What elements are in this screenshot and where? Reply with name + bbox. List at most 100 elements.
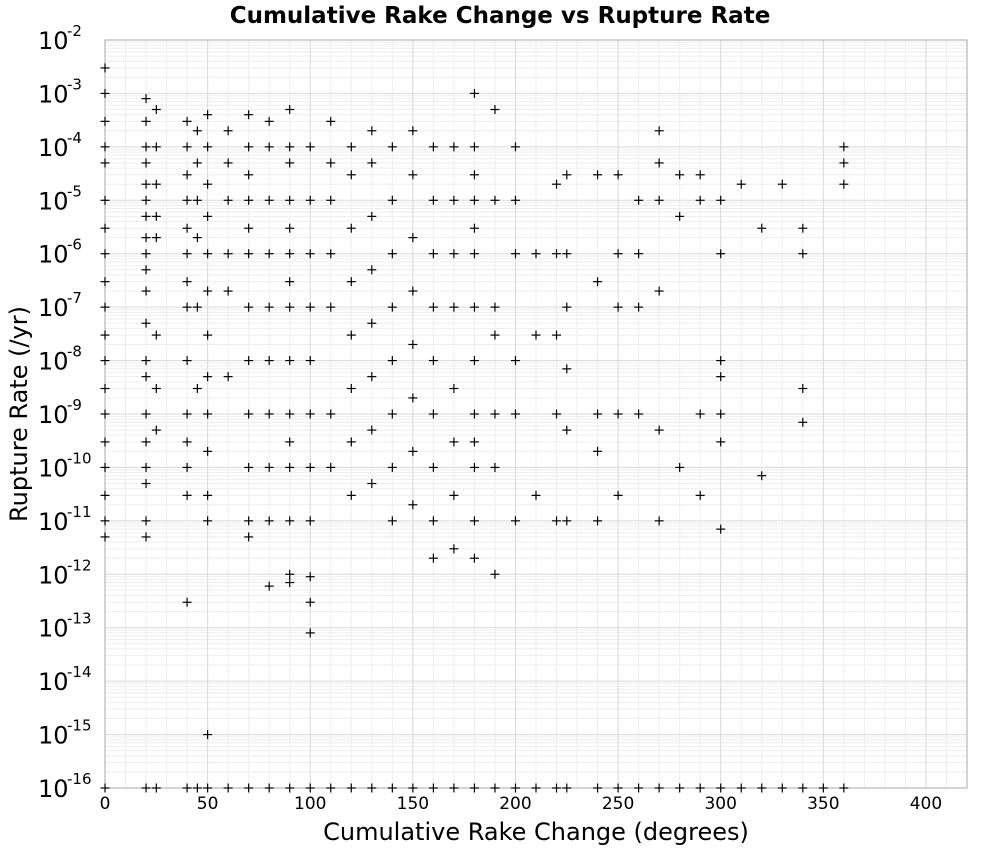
data-point xyxy=(428,783,438,793)
data-point xyxy=(305,462,315,472)
data-point xyxy=(367,318,377,328)
data-point xyxy=(346,142,356,152)
data-point xyxy=(449,195,459,205)
data-point xyxy=(634,783,644,793)
data-point xyxy=(736,783,746,793)
data-point xyxy=(182,223,192,233)
data-point xyxy=(562,516,572,526)
x-tick-label: 50 xyxy=(197,794,219,814)
y-tick-base: 10 xyxy=(38,80,69,108)
y-tick-label: 10-12 xyxy=(38,556,92,589)
data-point xyxy=(449,783,459,793)
data-point xyxy=(285,223,295,233)
data-point xyxy=(203,730,213,740)
data-point xyxy=(387,195,397,205)
data-point xyxy=(490,330,500,340)
data-point xyxy=(552,179,562,189)
data-point xyxy=(531,249,541,259)
data-point xyxy=(141,94,151,104)
data-point xyxy=(449,142,459,152)
y-tick-label: 10-8 xyxy=(38,343,82,376)
data-point xyxy=(264,462,274,472)
data-point xyxy=(593,170,603,180)
data-point xyxy=(100,142,110,152)
data-point xyxy=(346,437,356,447)
data-point xyxy=(634,302,644,312)
data-point xyxy=(408,286,418,296)
data-point xyxy=(510,409,520,419)
data-point xyxy=(387,783,397,793)
data-point xyxy=(203,783,213,793)
y-tick-exponent: -14 xyxy=(67,663,92,681)
y-tick-exponent: -15 xyxy=(67,717,92,735)
data-point xyxy=(562,170,572,180)
data-point xyxy=(203,409,213,419)
y-tick-exponent: -9 xyxy=(67,396,82,414)
data-point xyxy=(490,409,500,419)
data-point xyxy=(264,356,274,366)
data-point xyxy=(203,142,213,152)
data-point xyxy=(192,158,202,168)
x-tick-label: 300 xyxy=(704,794,736,814)
data-point xyxy=(469,223,479,233)
data-point xyxy=(141,409,151,419)
data-point xyxy=(510,783,520,793)
data-point xyxy=(839,179,849,189)
y-axis-ticks: 10-210-310-410-510-610-710-810-910-1010-… xyxy=(38,22,92,803)
data-point xyxy=(244,783,254,793)
data-point xyxy=(387,409,397,419)
y-tick-exponent: -10 xyxy=(67,449,92,467)
data-point xyxy=(387,462,397,472)
data-point xyxy=(387,302,397,312)
data-point xyxy=(305,783,315,793)
data-point xyxy=(264,581,274,591)
data-point xyxy=(408,783,418,793)
data-point xyxy=(326,783,336,793)
data-point xyxy=(469,409,479,419)
data-point xyxy=(634,195,644,205)
data-point xyxy=(100,384,110,394)
y-tick-exponent: -3 xyxy=(67,75,82,93)
data-point xyxy=(346,170,356,180)
data-point xyxy=(593,409,603,419)
y-tick-label: 10-4 xyxy=(38,129,82,162)
data-point xyxy=(264,195,274,205)
data-point xyxy=(654,126,664,136)
data-point xyxy=(182,170,192,180)
data-point xyxy=(428,553,438,563)
data-point xyxy=(285,105,295,115)
data-point xyxy=(654,425,664,435)
data-point xyxy=(469,302,479,312)
data-point xyxy=(244,223,254,233)
data-point xyxy=(141,479,151,489)
data-point xyxy=(798,384,808,394)
data-point xyxy=(223,249,233,259)
data-point xyxy=(100,330,110,340)
data-point xyxy=(367,372,377,382)
data-point xyxy=(244,249,254,259)
y-tick-exponent: -13 xyxy=(67,610,92,628)
data-point xyxy=(285,437,295,447)
y-tick-base: 10 xyxy=(38,722,69,750)
data-point xyxy=(552,330,562,340)
y-tick-base: 10 xyxy=(38,401,69,429)
data-point xyxy=(141,437,151,447)
data-point xyxy=(141,116,151,126)
data-point xyxy=(285,249,295,259)
data-point xyxy=(408,500,418,510)
y-tick-label: 10-9 xyxy=(38,396,82,429)
data-point xyxy=(449,490,459,500)
data-point xyxy=(367,126,377,136)
data-point xyxy=(100,88,110,98)
data-point xyxy=(736,179,746,189)
data-point xyxy=(151,105,161,115)
data-point xyxy=(562,425,572,435)
data-point xyxy=(490,462,500,472)
data-point xyxy=(141,356,151,366)
data-point xyxy=(151,330,161,340)
data-point xyxy=(777,179,787,189)
data-point xyxy=(192,233,202,243)
data-point xyxy=(510,516,520,526)
data-point xyxy=(490,302,500,312)
y-tick-exponent: -6 xyxy=(67,236,82,254)
